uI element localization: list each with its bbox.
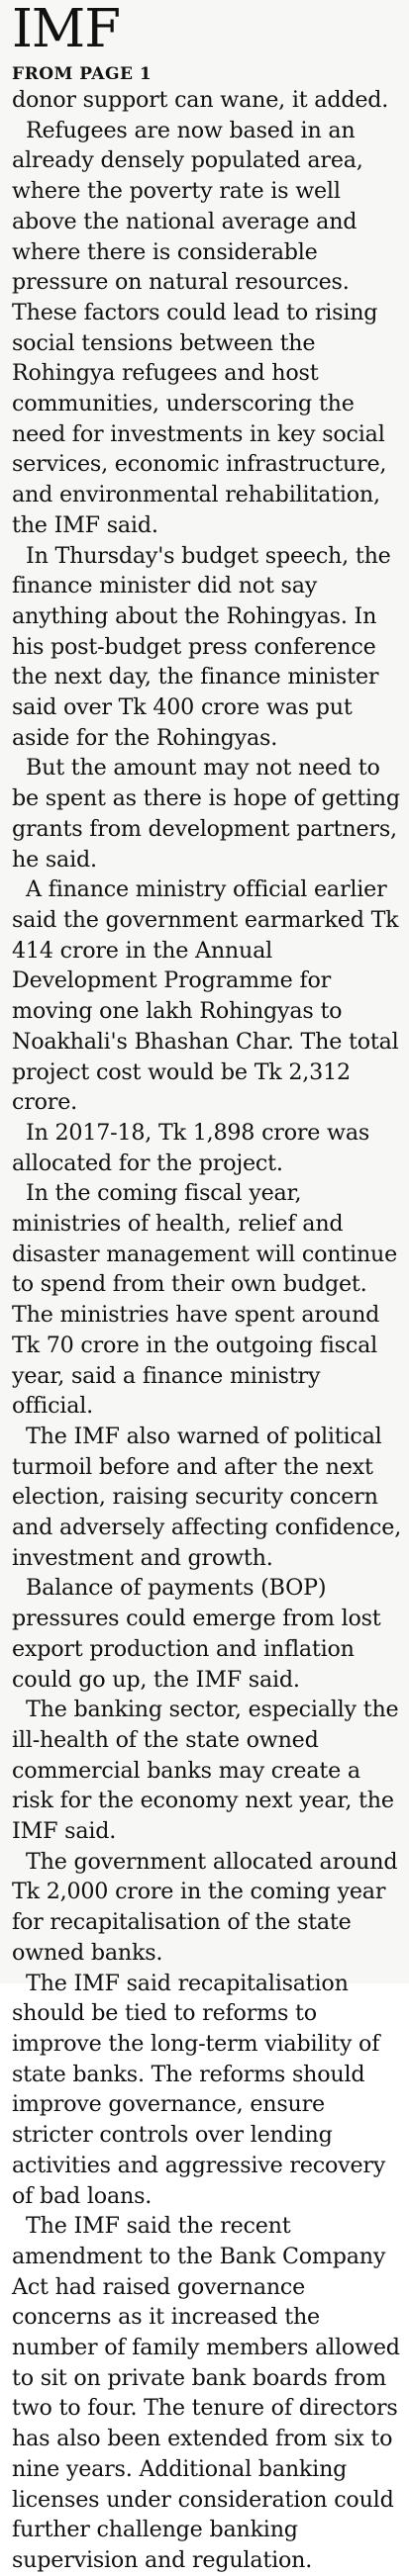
paragraph-2: Refugees are now based in an already den… [12, 117, 387, 538]
paragraph-6: In 2017-18, Tk 1,898 crore was allocated… [12, 1119, 370, 1176]
paragraph-13: The IMF said the recent amendment to the… [12, 2213, 400, 2573]
article-body: donor support can wane, it added. Refuge… [12, 85, 403, 2576]
paragraph-4: But the amount may not need to be spent … [12, 755, 400, 873]
paragraph-7: In the coming fiscal year, ministries of… [12, 1180, 398, 1420]
paragraph-11: The government allocated around Tk 2,000… [12, 1848, 398, 1966]
paragraph-9: Balance of payments (BOP) pressures coul… [12, 1575, 381, 1693]
paragraph-10: The banking sector, especially the ill-h… [12, 1697, 399, 1845]
paragraph-8: The IMF also warned of political turmoil… [12, 1423, 402, 1571]
paragraph-1: donor support can wane, it added. [12, 87, 389, 113]
article-headline: IMF [12, 0, 121, 59]
paragraph-12: The IMF said recapitalisation should be … [12, 1970, 386, 2209]
jump-line: FROM PAGE 1 [12, 64, 153, 84]
newspaper-article: IMF FROM PAGE 1 donor support can wane, … [12, 0, 402, 2573]
paragraph-5: A finance ministry official earlier said… [12, 876, 399, 1116]
paragraph-3: In Thursday's budget speech, the finance… [12, 542, 391, 751]
